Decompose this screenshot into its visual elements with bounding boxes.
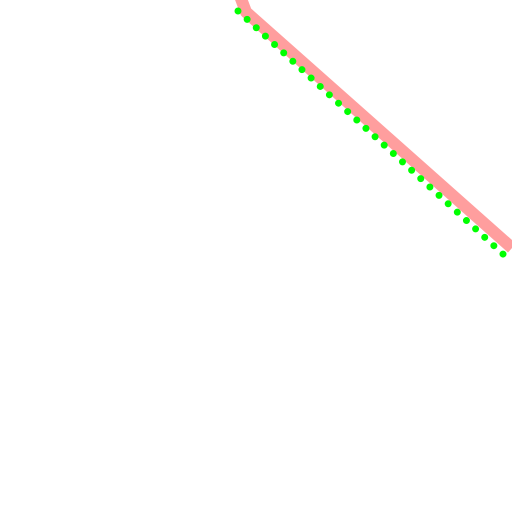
dotted-trail-line: [234, 7, 512, 266]
route-band-line: [235, 0, 512, 253]
